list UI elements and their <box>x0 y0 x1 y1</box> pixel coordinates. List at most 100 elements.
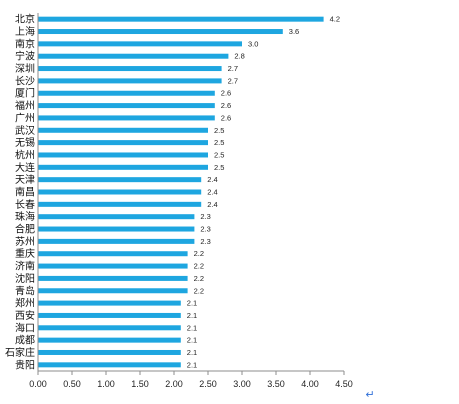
x-tick-label: 3.00 <box>233 379 251 389</box>
bar-13 <box>38 164 208 170</box>
bar-19 <box>38 238 195 244</box>
category-label: 福州 <box>15 99 35 112</box>
value-label: 2.2 <box>194 274 204 283</box>
value-label: 2.3 <box>200 212 210 221</box>
value-label: 3.6 <box>289 27 299 36</box>
value-label: 3.0 <box>248 39 258 48</box>
x-tick-label: 0.00 <box>29 379 47 389</box>
category-label: 厦门 <box>15 87 35 100</box>
bar-26 <box>38 325 181 331</box>
category-labels: 北京上海南京宁波深圳长沙厦门福州广州武汉无锡杭州大连天津南昌长春珠海合肥苏州重庆… <box>5 13 35 372</box>
category-label: 长沙 <box>15 75 35 87</box>
x-tick-label: 4.00 <box>301 379 319 389</box>
category-label: 大连 <box>15 161 35 174</box>
category-label: 青岛 <box>15 284 35 297</box>
value-label: 2.2 <box>194 286 204 295</box>
bar-8 <box>38 103 215 109</box>
value-label: 2.7 <box>228 76 238 85</box>
category-label: 武汉 <box>15 124 35 137</box>
value-label: 2.4 <box>207 200 217 209</box>
value-label: 2.5 <box>214 126 224 135</box>
value-label: 2.1 <box>187 299 197 308</box>
category-label: 宁波 <box>15 50 35 63</box>
category-label: 海口 <box>15 321 35 334</box>
bar-1 <box>38 16 324 22</box>
value-label: 2.5 <box>214 138 224 147</box>
category-label: 贵阳 <box>15 358 35 371</box>
category-label: 石家庄 <box>5 346 35 359</box>
bar-10 <box>38 127 208 133</box>
bar-24 <box>38 300 181 306</box>
bar-2 <box>38 29 283 35</box>
value-label: 2.4 <box>207 188 217 197</box>
category-label: 西安 <box>15 309 35 322</box>
value-label: 2.7 <box>228 64 238 73</box>
value-label: 2.8 <box>234 52 244 61</box>
bar-11 <box>38 140 208 146</box>
bar-20 <box>38 251 188 257</box>
category-label: 南京 <box>15 37 35 50</box>
bar-3 <box>38 41 242 47</box>
value-label: 2.1 <box>187 360 197 369</box>
bar-28 <box>38 349 181 355</box>
value-label: 2.2 <box>194 249 204 258</box>
x-tick-label: 4.50 <box>335 379 353 389</box>
category-label: 珠海 <box>15 210 35 223</box>
x-tick-label: 3.50 <box>267 379 285 389</box>
bar-22 <box>38 275 188 281</box>
value-label: 2.6 <box>221 113 231 122</box>
value-label: 2.5 <box>214 163 224 172</box>
value-label: 2.1 <box>187 323 197 332</box>
value-label: 2.1 <box>187 348 197 357</box>
bar-4 <box>38 53 229 59</box>
bar-6 <box>38 78 222 84</box>
value-labels: 4.2 3.6 3.0 2.8 2.7 2.7 2.6 2.6 2.6 2.5 2.5 2.5 2.5 2… <box>187 15 340 370</box>
value-label: 2.4 <box>207 175 217 184</box>
x-tick-label: 2.50 <box>199 379 217 389</box>
x-tick-label: 0.50 <box>63 379 81 389</box>
bar-21 <box>38 263 188 269</box>
bar-29 <box>38 362 181 368</box>
category-label: 济南 <box>15 260 35 273</box>
bar-16 <box>38 201 202 207</box>
bar-15 <box>38 189 202 195</box>
category-label: 长春 <box>15 199 35 211</box>
category-label: 深圳 <box>15 63 35 75</box>
bar-27 <box>38 337 181 343</box>
bars-layer <box>38 16 324 368</box>
bar-18 <box>38 226 195 232</box>
x-tick-labels: 0.00 0.50 1.00 1.50 2.00 2.50 3.00 3.50 4.00 4.50 <box>29 379 353 389</box>
x-tick-label: 1.50 <box>131 379 149 389</box>
bar-12 <box>38 152 208 158</box>
value-label: 2.6 <box>221 89 231 98</box>
value-label: 2.5 <box>214 150 224 159</box>
category-label: 沈阳 <box>15 272 35 285</box>
value-label: 4.2 <box>330 15 340 24</box>
value-label: 2.3 <box>200 237 210 246</box>
x-tick-label: 2.00 <box>165 379 183 389</box>
category-label: 南昌 <box>15 186 35 199</box>
category-label: 广州 <box>15 112 35 124</box>
bar-9 <box>38 115 215 121</box>
bar-14 <box>38 177 202 183</box>
category-label: 苏州 <box>15 235 35 248</box>
category-label: 成都 <box>15 335 35 347</box>
value-label: 2.6 <box>221 101 231 110</box>
category-label: 杭州 <box>15 148 35 161</box>
bar-23 <box>38 288 188 294</box>
category-label: 无锡 <box>15 136 35 149</box>
category-label: 上海 <box>15 25 35 38</box>
x-axis <box>37 13 345 375</box>
value-label: 2.2 <box>194 262 204 271</box>
value-label: 2.3 <box>200 225 210 234</box>
bar-5 <box>38 66 222 72</box>
bar-7 <box>38 90 215 96</box>
category-label: 郑州 <box>15 297 35 310</box>
category-label: 重庆 <box>15 247 35 260</box>
value-label: 2.1 <box>187 311 197 320</box>
bar-25 <box>38 312 181 318</box>
value-label: 2.1 <box>187 336 197 345</box>
bar-17 <box>38 214 195 220</box>
category-label: 天津 <box>15 174 35 186</box>
